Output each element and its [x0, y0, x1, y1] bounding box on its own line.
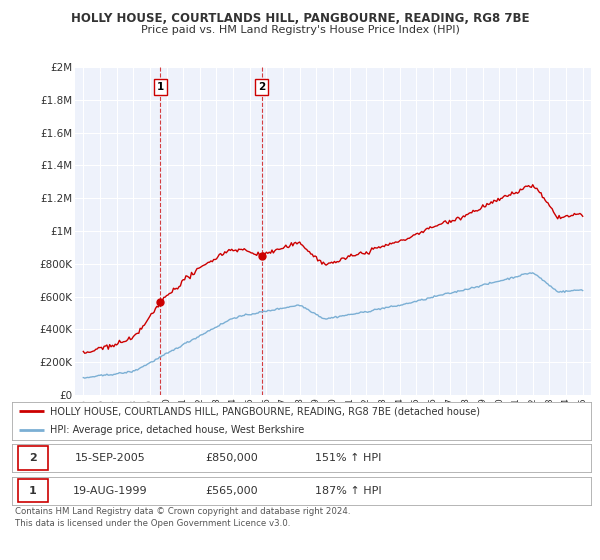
Text: HOLLY HOUSE, COURTLANDS HILL, PANGBOURNE, READING, RG8 7BE: HOLLY HOUSE, COURTLANDS HILL, PANGBOURNE…	[71, 12, 529, 25]
Text: HPI: Average price, detached house, West Berkshire: HPI: Average price, detached house, West…	[50, 425, 304, 435]
Text: 187% ↑ HPI: 187% ↑ HPI	[314, 486, 381, 496]
Text: 15-SEP-2005: 15-SEP-2005	[75, 453, 146, 463]
Text: 1: 1	[29, 486, 37, 496]
Text: £565,000: £565,000	[206, 486, 259, 496]
Text: 151% ↑ HPI: 151% ↑ HPI	[314, 453, 381, 463]
FancyBboxPatch shape	[18, 446, 48, 470]
Text: Price paid vs. HM Land Registry's House Price Index (HPI): Price paid vs. HM Land Registry's House …	[140, 25, 460, 35]
Text: Contains HM Land Registry data © Crown copyright and database right 2024.
This d: Contains HM Land Registry data © Crown c…	[15, 507, 350, 528]
Text: 2: 2	[258, 82, 265, 92]
FancyBboxPatch shape	[18, 479, 48, 502]
Text: £850,000: £850,000	[206, 453, 259, 463]
Text: HOLLY HOUSE, COURTLANDS HILL, PANGBOURNE, READING, RG8 7BE (detached house): HOLLY HOUSE, COURTLANDS HILL, PANGBOURNE…	[50, 406, 479, 416]
Text: 19-AUG-1999: 19-AUG-1999	[73, 486, 148, 496]
Text: 1: 1	[157, 82, 164, 92]
Text: 2: 2	[29, 453, 37, 463]
